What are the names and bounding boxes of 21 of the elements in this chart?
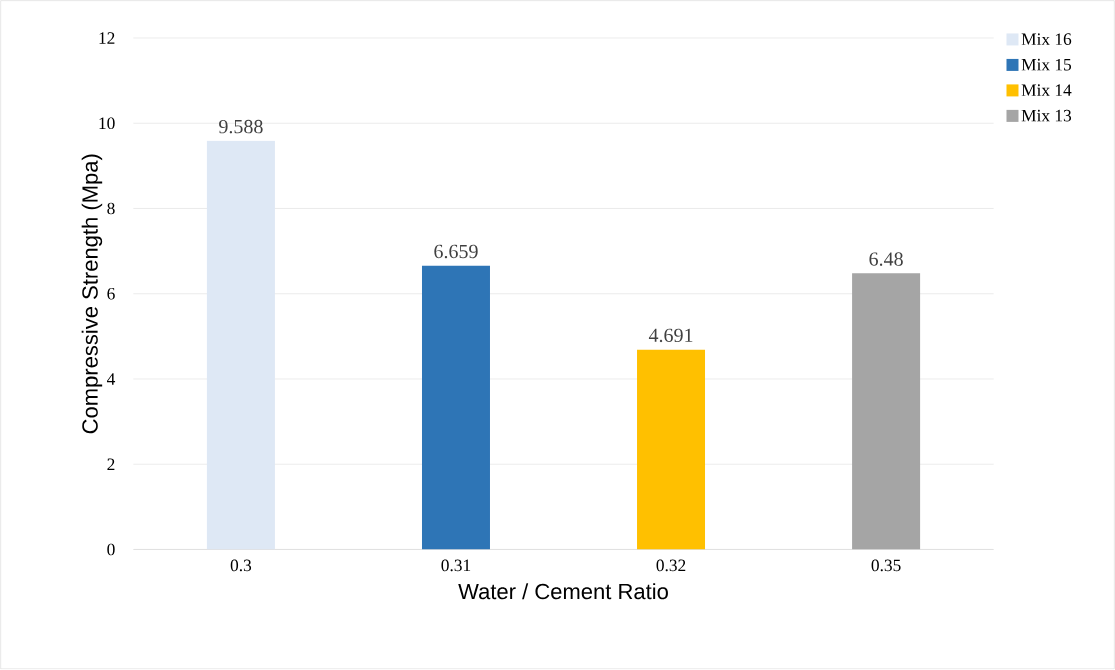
y-tick-label: 8 xyxy=(107,202,115,215)
y-tick-label: 0 xyxy=(107,543,115,556)
legend-label: Mix 16 xyxy=(1021,33,1072,46)
x-axis-title: Water / Cement Ratio xyxy=(458,583,668,600)
data-label: 9.588 xyxy=(219,120,263,134)
y-tick-label: 6 xyxy=(107,288,115,300)
x-tick-label: 0.35 xyxy=(871,559,901,572)
legend-label: Mix 13 xyxy=(1021,110,1072,122)
x-tick-label: 0.31 xyxy=(441,559,471,572)
y-tick-label: 10 xyxy=(99,117,115,130)
data-label: 6.659 xyxy=(434,244,478,259)
y-tick-label: 2 xyxy=(107,458,115,471)
x-tick-label: 0.3 xyxy=(230,559,252,572)
y-axis-title: Compressive Strength (Mpa) xyxy=(81,154,103,434)
legend-label: Mix 14 xyxy=(1021,84,1072,97)
y-tick-label: 12 xyxy=(99,32,115,44)
data-label: 6.48 xyxy=(869,252,903,267)
legend-label: Mix 15 xyxy=(1021,59,1072,71)
y-tick-label: 4 xyxy=(107,373,116,385)
data-label: 4.691 xyxy=(648,328,693,343)
x-tick-label: 0.32 xyxy=(656,559,686,572)
